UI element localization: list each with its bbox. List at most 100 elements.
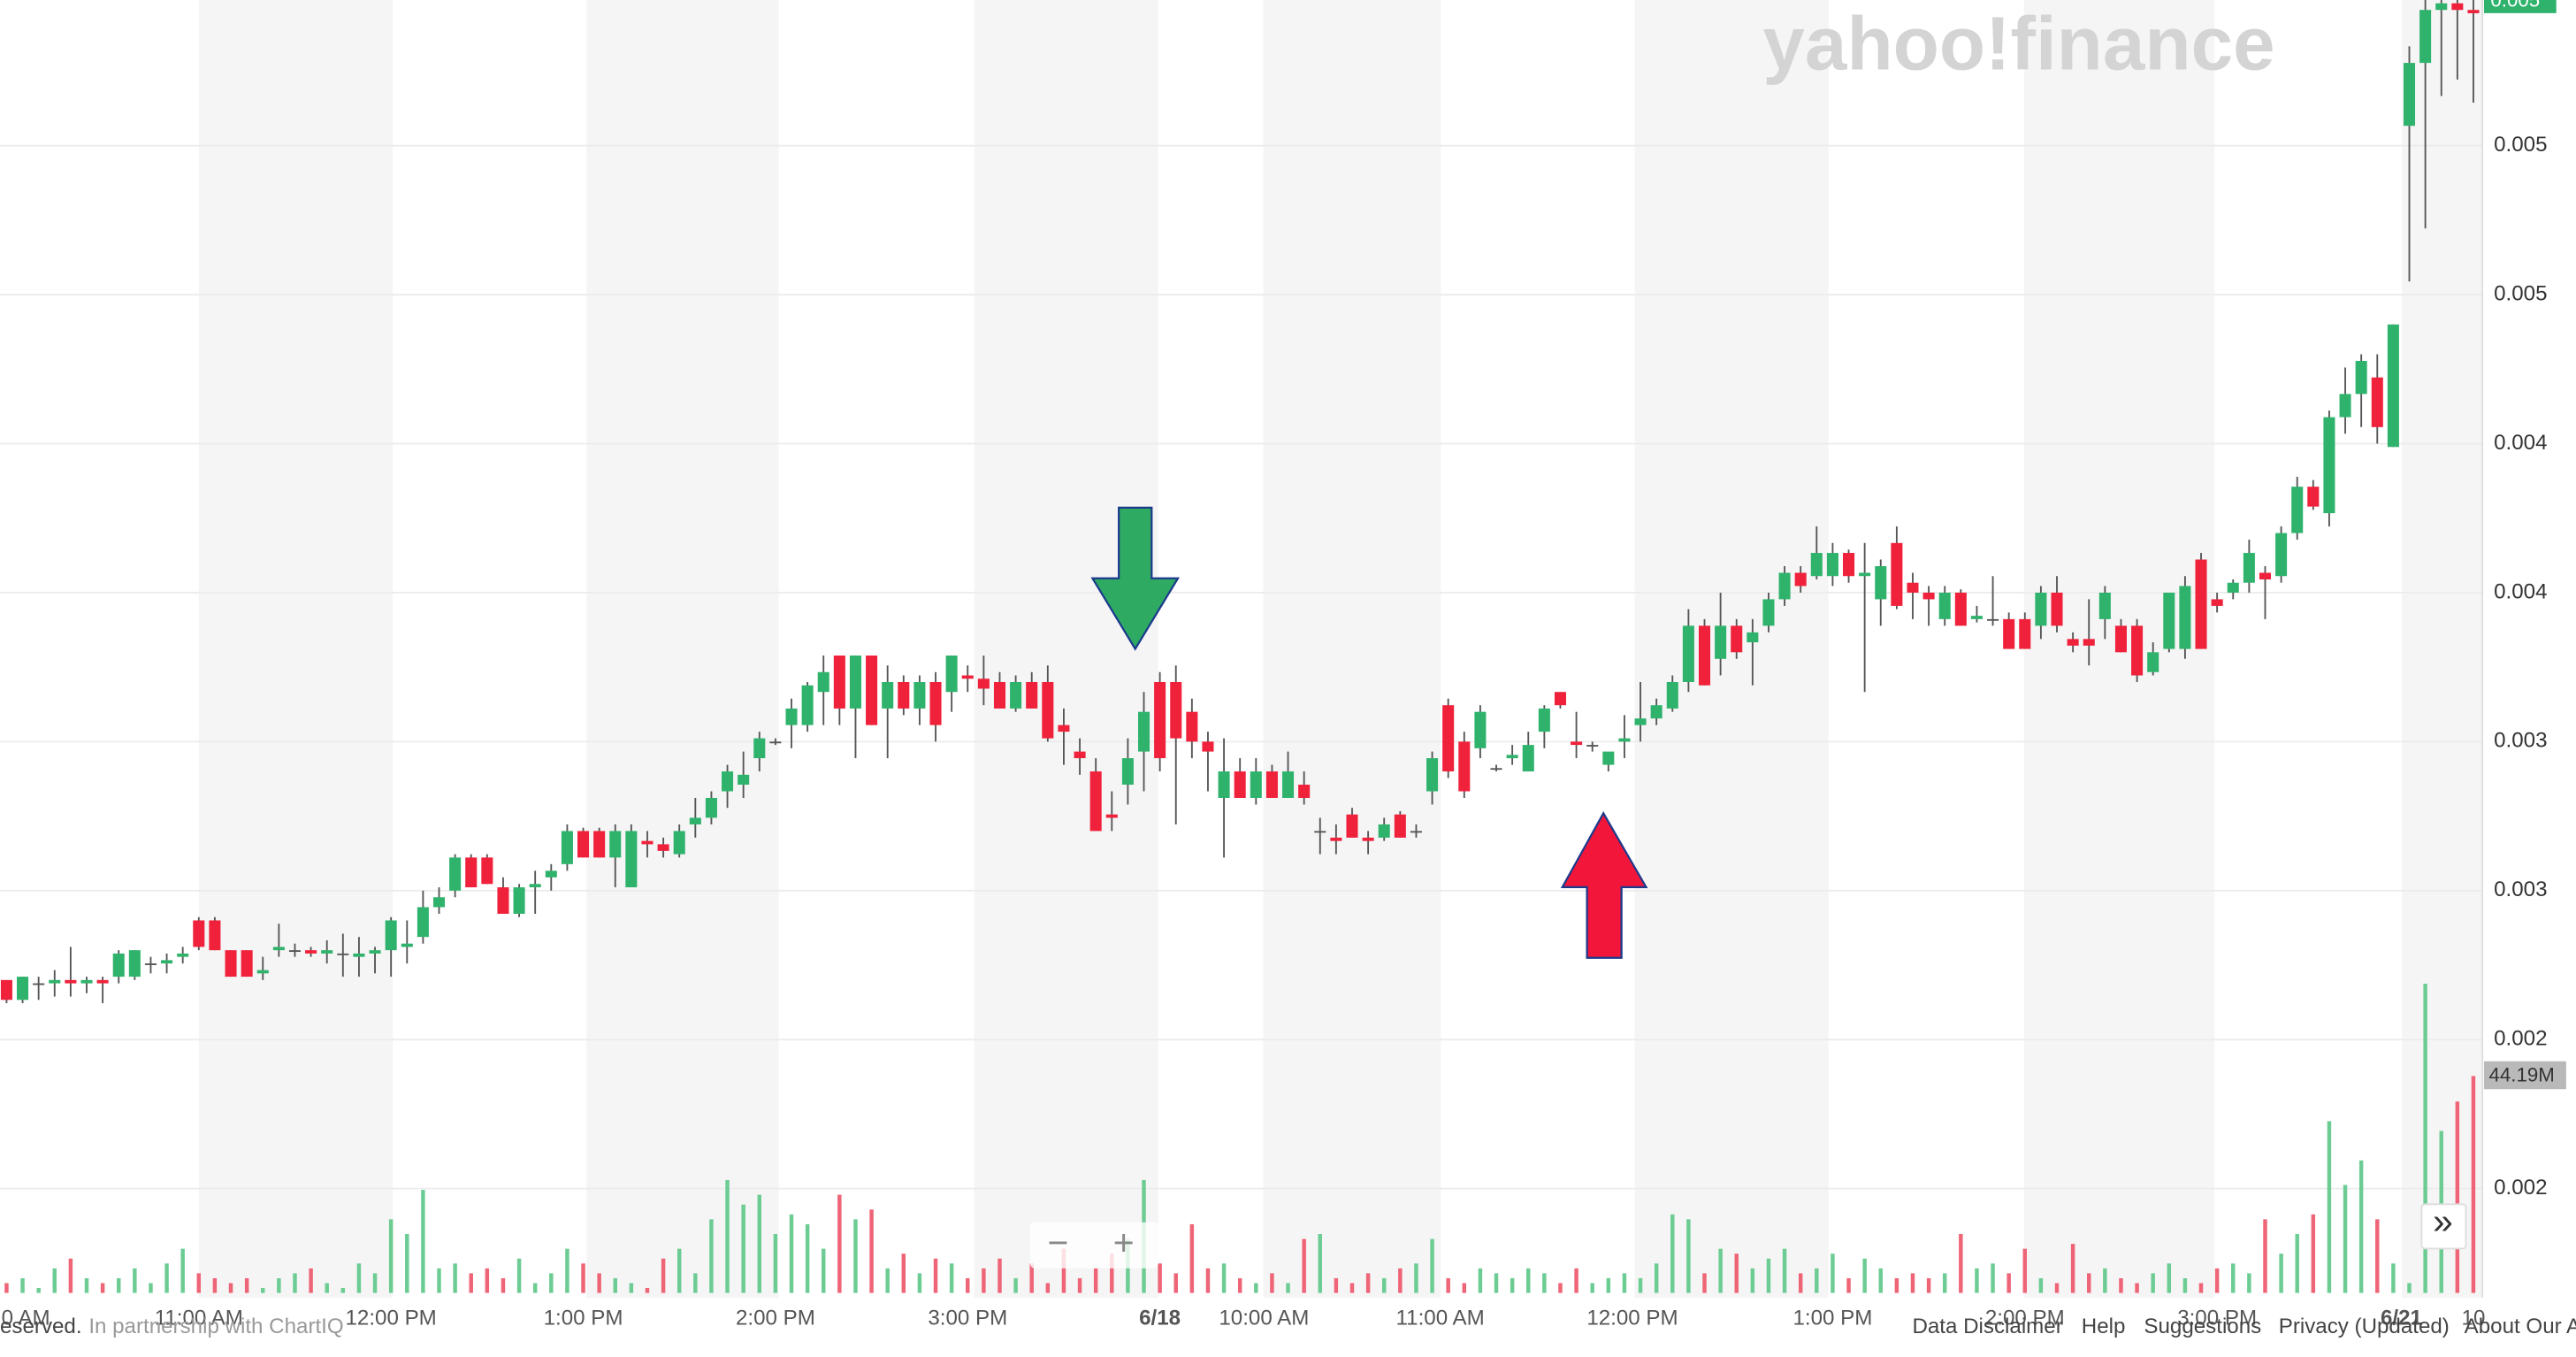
volume-bar	[1831, 1254, 1835, 1293]
candle-body	[497, 887, 509, 914]
candle-body	[1234, 771, 1246, 798]
volume-bar	[1558, 1283, 1563, 1293]
candle-body	[1186, 711, 1198, 742]
candle-body	[1346, 814, 1358, 838]
x-tick-label: 10:00 AM	[1219, 1307, 1309, 1330]
volume-bar	[982, 1268, 986, 1293]
volume-bar	[901, 1254, 906, 1293]
candle-body	[17, 977, 29, 1000]
x-tick-label: 10	[2462, 1307, 2486, 1330]
candle-body	[977, 678, 990, 689]
candle-body	[898, 681, 910, 709]
volume-bar	[277, 1277, 281, 1293]
candle-body	[0, 979, 12, 1000]
candle-body	[1922, 592, 1935, 600]
volume-bar	[68, 1258, 73, 1293]
candle-body	[1602, 751, 1615, 765]
volume-bar	[949, 1263, 954, 1293]
candle-body	[625, 831, 638, 888]
volume-bar	[356, 1263, 362, 1293]
zoom-out[interactable]: −	[1047, 1223, 1068, 1263]
candle-body	[2067, 639, 2079, 646]
volume-bar	[2455, 1101, 2460, 1293]
volume-bar	[1302, 1238, 1306, 1293]
volume-bar	[2263, 1219, 2267, 1293]
volume-bar	[597, 1273, 601, 1293]
footer-link[interactable]: Suggestions	[2144, 1315, 2261, 1338]
volume-bar	[2087, 1273, 2091, 1293]
volume-bar	[1991, 1263, 1995, 1293]
volume-bar	[1574, 1268, 1578, 1293]
candle-body	[33, 983, 45, 985]
footer-link[interactable]: Privacy (Updated)	[2279, 1315, 2450, 1338]
candle-body	[1698, 625, 1711, 686]
volume-bar	[693, 1273, 698, 1293]
volume-bar	[2103, 1268, 2107, 1293]
expand-icon[interactable]: »	[2433, 1200, 2453, 1241]
volume-bar	[885, 1268, 890, 1293]
x-tick-label: 2:00 PM	[736, 1307, 815, 1330]
volume-bar	[1734, 1254, 1739, 1293]
volume-bar	[822, 1248, 826, 1293]
candle-body	[2419, 10, 2432, 64]
footer-link[interactable]: Help	[2082, 1315, 2126, 1338]
candle-body	[1330, 837, 1342, 841]
candle-body	[1154, 681, 1166, 759]
candle-body	[657, 844, 669, 851]
volume-bar	[1254, 1283, 1258, 1293]
volume-bar	[1590, 1283, 1594, 1293]
zoom-in[interactable]: +	[1113, 1223, 1135, 1263]
volume-bar	[1029, 1263, 1034, 1293]
volume-bar	[501, 1277, 506, 1293]
volume-bar	[1959, 1233, 1963, 1293]
volume-bar	[52, 1268, 57, 1293]
volume-bar	[2182, 1277, 2188, 1293]
candle-body	[769, 741, 782, 744]
volume-bar	[1061, 1248, 1066, 1293]
footer: eserved. In partnership with ChartIQ Dat…	[0, 1315, 2576, 1338]
volume-bar	[325, 1283, 329, 1293]
candle-body	[2467, 10, 2480, 13]
candle-body	[1682, 625, 1694, 682]
candle-body	[913, 681, 926, 709]
footer-link[interactable]: About Our A	[2465, 1315, 2576, 1338]
candle-body	[801, 685, 814, 725]
volume-bar	[261, 1288, 265, 1293]
volume-bar	[2007, 1273, 2011, 1293]
candle-body	[1410, 831, 1422, 833]
candle-body	[1042, 681, 1054, 739]
candle-body	[1970, 616, 1983, 619]
x-axis: 0 AM 11:00 AM 12:00 PM 1:00 PM 2:00 PM 3:00 P…	[2, 1307, 2486, 1330]
volume-bar	[2247, 1273, 2251, 1293]
candle-body	[2019, 618, 2031, 649]
expand-button[interactable]	[2420, 1203, 2467, 1250]
candle-body	[193, 920, 205, 947]
volume-bar	[4, 1283, 9, 1293]
candle-body	[1538, 708, 1550, 732]
candle-body	[1907, 582, 1919, 593]
candle-body	[609, 831, 622, 858]
volume-bar	[1221, 1263, 1227, 1293]
candle-body	[256, 970, 269, 974]
tags: 0.005 44.19M	[2483, 0, 2566, 1090]
candle-body	[432, 897, 446, 908]
candle-body	[1794, 572, 1807, 586]
candle-body	[1522, 745, 1534, 772]
volume-bar	[1622, 1273, 1627, 1293]
volume-bar	[1286, 1283, 1290, 1293]
volume-bar	[1542, 1273, 1547, 1293]
volume-bar	[549, 1273, 554, 1293]
volume-bar	[789, 1214, 794, 1293]
volume-bar	[1110, 1254, 1114, 1293]
candle-body	[2195, 559, 2207, 649]
candles	[0, 0, 2480, 1004]
candle-body	[2163, 592, 2175, 649]
volume-bar	[1878, 1268, 1883, 1293]
volume-bar	[1654, 1263, 1659, 1293]
footer-link[interactable]: Data Disclaimer	[1912, 1315, 2062, 1338]
x-tick-label: 11:00 AM	[155, 1307, 243, 1330]
volume-bar	[1670, 1214, 1675, 1293]
volume-bar	[1526, 1268, 1531, 1293]
